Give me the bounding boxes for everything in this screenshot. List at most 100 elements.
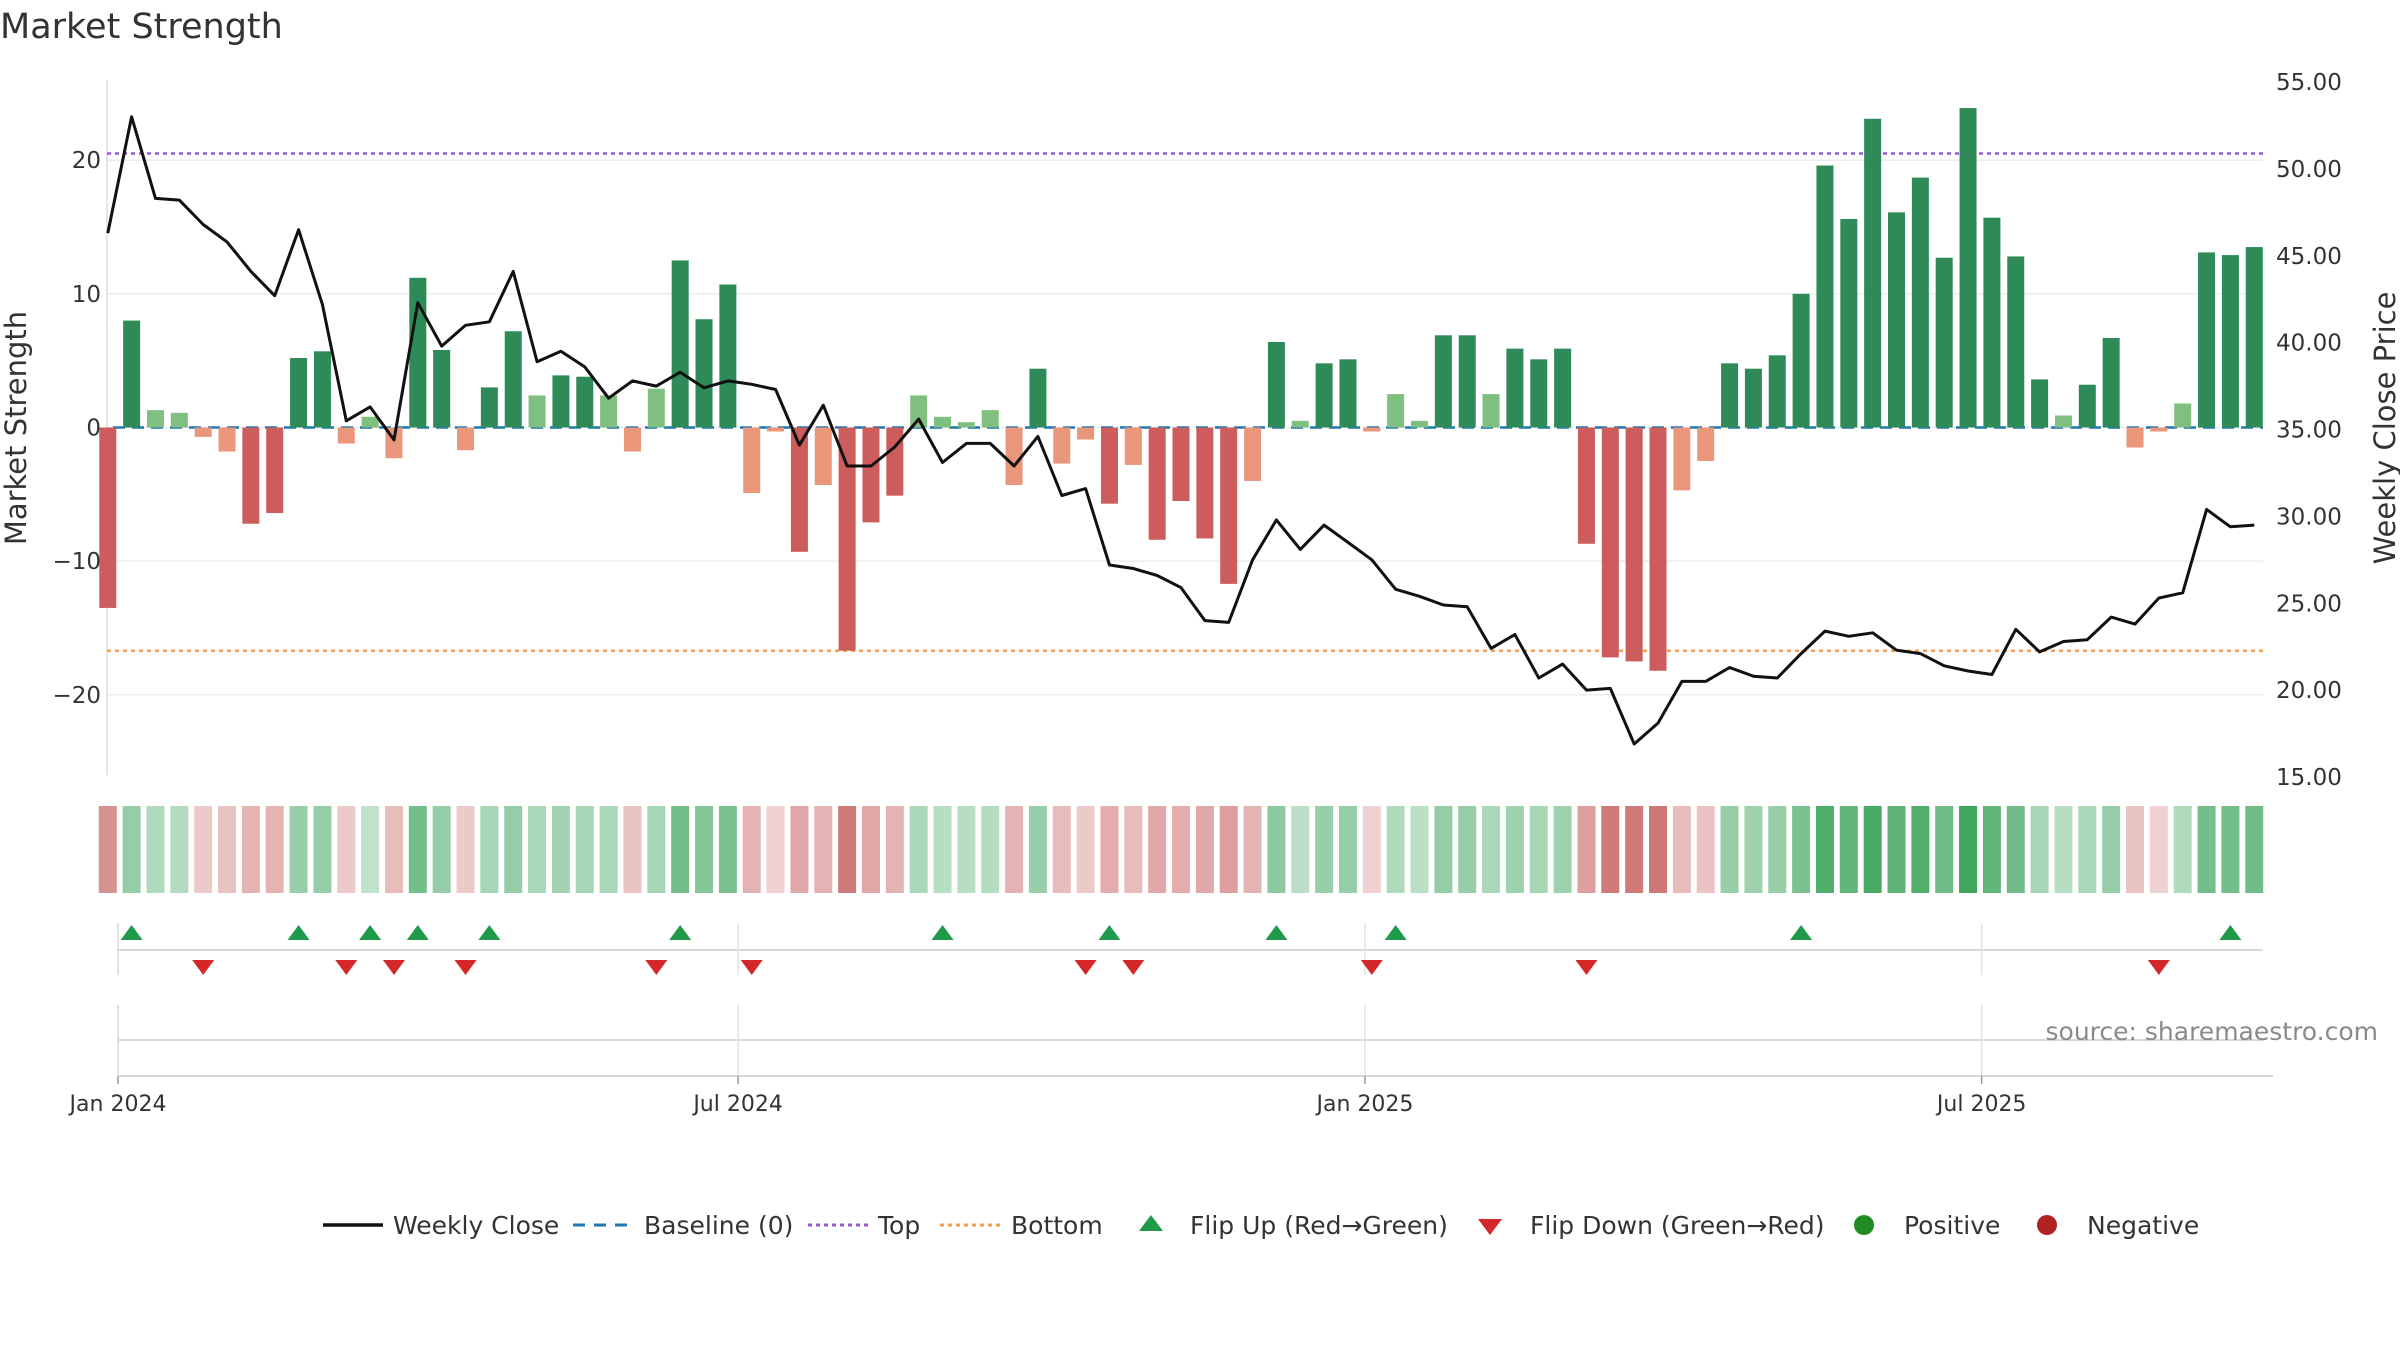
y-right-tick-label: 30.00 (2276, 504, 2342, 530)
strength-bar (480, 387, 498, 428)
flip-panel (117, 923, 2263, 975)
heat-cell (361, 806, 380, 893)
strength-bar (695, 319, 713, 428)
heat-cell (98, 806, 117, 893)
heat-cell (170, 806, 189, 893)
strength-bar (1482, 394, 1500, 428)
y-right-tick-label: 20.00 (2276, 678, 2342, 704)
strength-bar (743, 427, 761, 493)
heat-cell (1505, 806, 1524, 893)
heat-cell (1720, 806, 1739, 893)
heat-cell (2197, 806, 2216, 893)
heat-cell (1982, 806, 2001, 893)
strength-bar (1053, 427, 1071, 464)
heat-cell (957, 806, 976, 893)
heat-cell (194, 806, 213, 893)
heat-cell (480, 806, 499, 893)
flip-up-marker (669, 925, 692, 940)
heat-cell (695, 806, 714, 893)
strength-bar (814, 427, 832, 485)
strength-bar (1911, 177, 1929, 428)
x-tick-label: Jul 2024 (691, 1092, 783, 1117)
heat-cell (1649, 806, 1668, 893)
flip-down-marker (645, 960, 668, 975)
heat-cell (861, 806, 880, 893)
strength-bar (1768, 355, 1786, 428)
heat-cell (1172, 806, 1191, 893)
heat-cell (337, 806, 356, 893)
strength-bar (1864, 118, 1882, 428)
strength-bar (1625, 427, 1643, 662)
strength-bar (1601, 427, 1619, 658)
x-axis-ticks: Jan 2024 Jul 2024 Jan 2025 Jul 2025 (68, 1076, 2026, 1117)
legend-positive-swatch (1854, 1215, 1874, 1235)
strength-bar (552, 375, 570, 428)
strength-bar (409, 277, 427, 428)
y-left-tick-label: −10 (52, 549, 101, 575)
strength-bar (1792, 293, 1810, 428)
legend-label: Baseline (0) (644, 1211, 793, 1240)
heat-cell (1124, 806, 1143, 893)
strength-bar (290, 358, 308, 428)
strength-bar (1983, 217, 2001, 428)
heat-cell (1887, 806, 1906, 893)
strength-bar (313, 351, 331, 428)
strength-bar (886, 427, 904, 496)
flip-up-marker (120, 925, 143, 940)
flip-up-marker (2219, 925, 2242, 940)
y-right-tick-label: 55.00 (2276, 70, 2342, 96)
strength-bar (957, 422, 975, 428)
flip-up-marker (931, 925, 954, 940)
strength-bar (170, 412, 188, 428)
strength-bar (2198, 252, 2216, 428)
heat-cell (1744, 806, 1763, 893)
heat-cell (1768, 806, 1787, 893)
heat-cell (1267, 806, 1286, 893)
strength-bar (2078, 384, 2096, 428)
legend-label: Top (877, 1211, 920, 1240)
heat-cell (2245, 806, 2264, 893)
heat-cell (1434, 806, 1453, 893)
flip-down-marker (2147, 960, 2170, 975)
heat-cell (1529, 806, 1548, 893)
strength-bar (2245, 247, 2263, 428)
heat-cell (1839, 806, 1858, 893)
heat-cell (122, 806, 141, 893)
heat-cell (1863, 806, 1882, 893)
strength-bar (1434, 335, 1452, 428)
y-axis-right-label: Weekly Close Price (2368, 292, 2400, 565)
heat-cell (504, 806, 523, 893)
heat-cell (2126, 806, 2145, 893)
legend-negative-swatch (2037, 1215, 2057, 1235)
heat-cell (885, 806, 904, 893)
strength-bar (1077, 427, 1095, 440)
strength-bar (1816, 165, 1834, 428)
heat-cell (1291, 806, 1310, 893)
weekly-close-series (106, 115, 2255, 746)
strength-bar (623, 427, 641, 452)
flip-down-marker (1122, 960, 1145, 975)
heat-cell (2173, 806, 2192, 893)
heat-cell (766, 806, 785, 893)
heat-cell (1195, 806, 1214, 893)
strength-bar (1530, 359, 1548, 428)
heat-cell (1028, 806, 1047, 893)
heat-cell (575, 806, 594, 893)
legend-label: Positive (1904, 1211, 2000, 1240)
heat-cell (1052, 806, 1071, 893)
heat-cell (2102, 806, 2121, 893)
heat-cell (146, 806, 165, 893)
flip-up-marker (359, 925, 382, 940)
flip-down-marker (335, 960, 358, 975)
strength-bar (1888, 212, 1906, 428)
heat-cell (456, 806, 475, 893)
heat-cell (599, 806, 618, 893)
strength-bar (981, 410, 999, 428)
strength-bar (504, 331, 522, 428)
strength-bar (934, 416, 952, 428)
strength-bar (1649, 427, 1667, 671)
flip-up-marker (287, 925, 310, 940)
heat-cell (265, 806, 284, 893)
strength-bar (123, 320, 141, 428)
